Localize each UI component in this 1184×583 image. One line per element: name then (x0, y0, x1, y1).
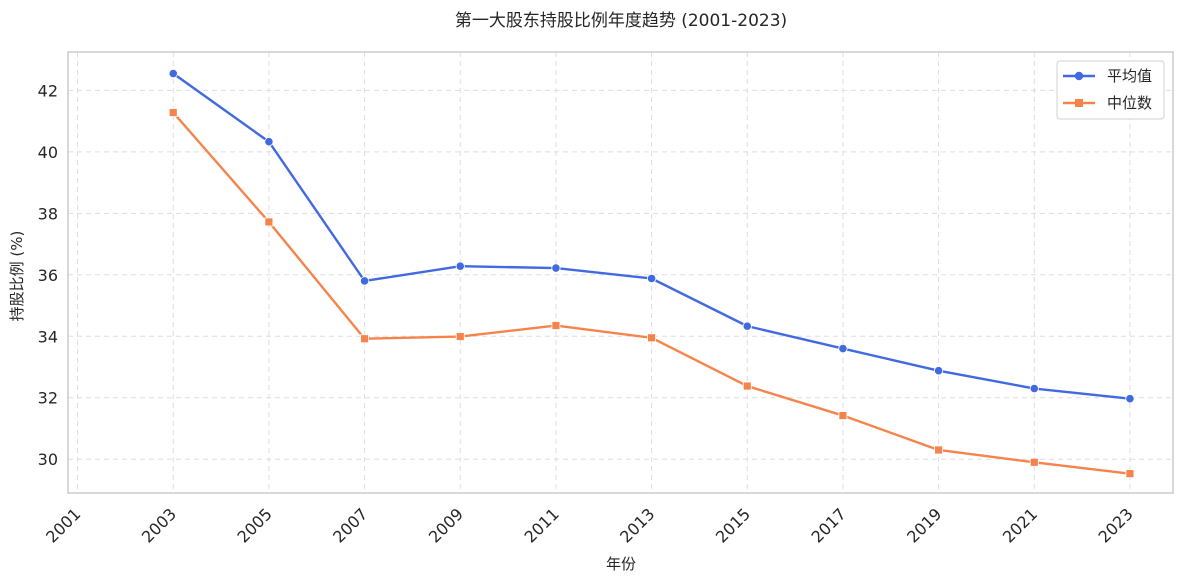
x-tick-label: 2005 (234, 504, 276, 546)
y-tick-label: 32 (38, 389, 58, 408)
data-point (551, 321, 561, 330)
series-2 (168, 108, 1135, 479)
legend-label: 平均值 (1107, 67, 1152, 85)
x-tick-label: 2013 (616, 504, 658, 546)
x-tick-label: 2009 (425, 504, 467, 546)
legend-item: 平均值 (1063, 67, 1152, 85)
plot-frame (67, 51, 1174, 494)
data-point (455, 261, 465, 271)
chart-title: 第一大股东持股比例年度趋势 (2001-2023) (455, 11, 787, 31)
data-point (647, 333, 656, 343)
legend-marker (1074, 71, 1084, 81)
y-tick-label: 42 (38, 81, 58, 100)
x-tick-label: 2023 (1095, 504, 1137, 546)
x-tick-label: 2007 (329, 504, 371, 546)
x-axis-label: 年份 (606, 555, 636, 573)
x-tick-label: 2019 (903, 504, 945, 546)
x-tick-label: 2003 (138, 504, 180, 546)
x-tick-label: 2001 (42, 504, 84, 546)
data-point (168, 108, 178, 117)
y-tick-label: 30 (38, 450, 58, 469)
x-tick-label: 2017 (808, 504, 850, 546)
legend-item: 中位数 (1063, 94, 1152, 112)
x-tick-label: 2021 (999, 504, 1041, 546)
x-tick-label: 2011 (521, 504, 563, 546)
data-point (742, 381, 752, 391)
data-point (1125, 394, 1135, 404)
data-point (1029, 457, 1039, 467)
data-point (838, 411, 848, 420)
data-point (455, 332, 465, 341)
series-layer (168, 68, 1135, 479)
grid (68, 52, 1173, 493)
data-point (264, 137, 274, 147)
y-axis-label: 持股比例 (%) (8, 231, 26, 322)
legend-marker (1075, 99, 1083, 107)
data-point (934, 366, 944, 376)
series-1 (168, 68, 1135, 404)
data-point (264, 217, 274, 227)
data-point (168, 68, 178, 79)
data-point (646, 273, 657, 284)
series-line (172, 111, 1131, 475)
legend-label: 中位数 (1107, 94, 1152, 112)
y-tick-label: 36 (38, 266, 58, 285)
y-tick-label: 38 (38, 204, 58, 223)
data-point (360, 334, 369, 344)
data-point (838, 343, 848, 354)
data-point (1125, 469, 1135, 479)
data-point (1029, 383, 1039, 394)
data-point (742, 321, 752, 331)
data-point (934, 445, 944, 455)
y-axis-ticks: 30 32 34 36 38 40 42 (38, 81, 58, 469)
data-point (551, 263, 561, 273)
x-tick-label: 2015 (712, 504, 754, 546)
y-tick-label: 34 (38, 327, 58, 346)
data-point (359, 276, 370, 286)
x-axis-ticks: 2001 2003 2005 2007 2009 2011 2013 2015 2017 2019… (42, 504, 1137, 546)
y-tick-label: 40 (38, 143, 58, 162)
